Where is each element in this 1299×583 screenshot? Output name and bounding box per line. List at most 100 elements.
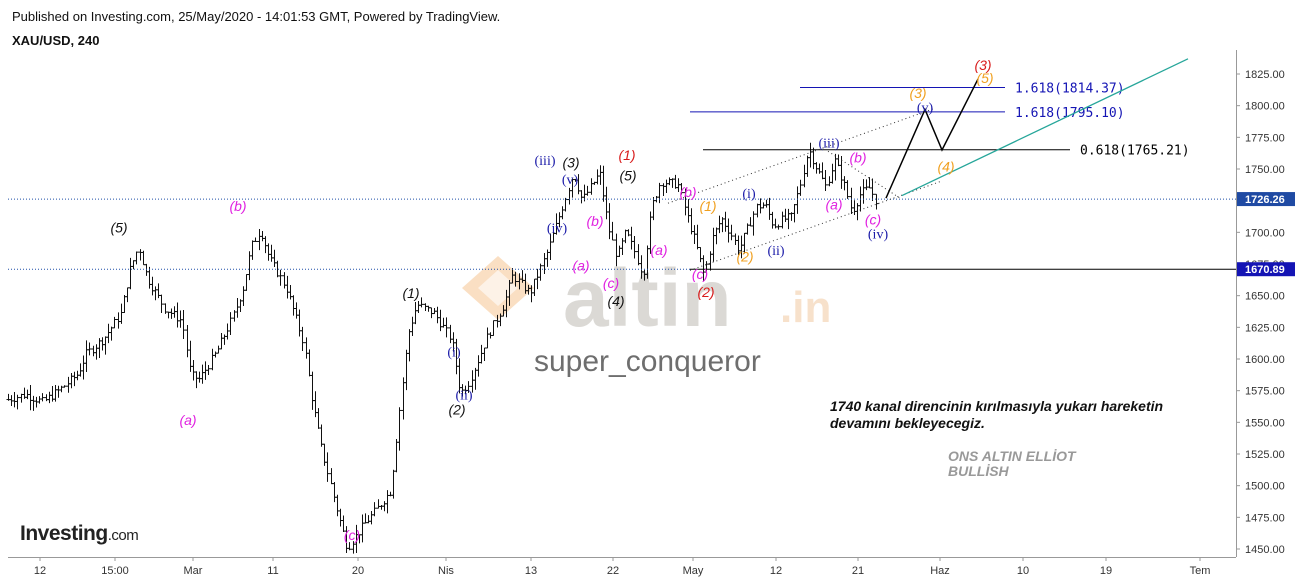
- candle: [808, 142, 813, 168]
- candle: [257, 229, 262, 251]
- wave-label: (3): [562, 155, 579, 171]
- support-price-tag: 1670.89: [1237, 262, 1295, 277]
- candle: [595, 169, 600, 185]
- candle: [316, 408, 321, 429]
- candle: [87, 342, 92, 356]
- wave-label: (b): [229, 198, 246, 214]
- candle: [657, 182, 662, 204]
- candle: [125, 287, 130, 303]
- wave-label: (iii): [535, 154, 556, 169]
- candle: [664, 179, 669, 194]
- y-tick-label: 1475.00: [1245, 512, 1285, 524]
- candle: [589, 178, 594, 195]
- candle: [250, 240, 255, 260]
- candle: [116, 312, 121, 329]
- candle: [69, 372, 74, 389]
- candle: [53, 385, 58, 402]
- candle: [783, 208, 788, 222]
- candle: [751, 211, 756, 236]
- candle: [686, 199, 691, 223]
- candle: [776, 224, 781, 230]
- candle: [363, 513, 368, 524]
- x-tick-label: 10: [1017, 565, 1029, 577]
- candle: [228, 312, 233, 335]
- candle: [482, 347, 487, 361]
- candle: [206, 365, 211, 376]
- candle: [714, 227, 719, 245]
- candle: [31, 395, 36, 411]
- wave-label: (c): [603, 275, 619, 291]
- candle: [661, 183, 666, 196]
- candle: [864, 179, 869, 191]
- x-tick-label: 12: [770, 565, 782, 577]
- tag-line-2: BULLİSH: [948, 463, 1010, 479]
- candle: [805, 155, 810, 177]
- x-tick-label: 21: [852, 565, 864, 577]
- candle: [269, 244, 274, 262]
- x-tick-label: 22: [607, 565, 619, 577]
- candle: [419, 297, 424, 308]
- candle: [122, 294, 127, 313]
- candle: [56, 385, 61, 398]
- candle: [548, 233, 553, 261]
- wave-labels: (5)(b)(a)(1)(i)(ii)(2)(c)(iii) (3)(v)(iv)…: [110, 57, 1163, 543]
- candle: [40, 393, 45, 402]
- candle: [607, 203, 612, 240]
- candle: [131, 260, 136, 270]
- candle: [798, 179, 803, 196]
- candle: [689, 208, 694, 235]
- candle: [366, 515, 371, 524]
- candle: [845, 180, 850, 199]
- x-tick-label: 13: [525, 565, 537, 577]
- candle: [802, 164, 807, 188]
- candle: [670, 178, 675, 188]
- candle: [535, 268, 540, 290]
- fib-level-label: 0.618(1765.21): [1080, 144, 1190, 159]
- candle: [119, 303, 124, 324]
- candle: [144, 263, 149, 276]
- candle: [407, 329, 412, 362]
- candle: [72, 371, 77, 387]
- y-tick-label: 1800.00: [1245, 101, 1285, 113]
- wave-label: (2): [697, 284, 714, 300]
- candle: [404, 349, 409, 391]
- wave-label: (c): [692, 266, 708, 282]
- candle: [833, 153, 838, 181]
- candle: [159, 294, 164, 314]
- wave-label: (v): [917, 101, 934, 116]
- wave-label: (ii): [767, 244, 784, 259]
- candle: [263, 236, 268, 254]
- wave-label: (4): [937, 159, 954, 175]
- candle: [786, 208, 791, 230]
- wave-label: (a): [650, 242, 667, 258]
- candle: [241, 286, 246, 307]
- wave-label: (4): [607, 293, 624, 309]
- candle: [266, 243, 271, 261]
- candle: [272, 249, 277, 268]
- candle: [610, 221, 615, 241]
- candle: [820, 162, 825, 180]
- wave-label: (b): [586, 213, 603, 229]
- wave-label: (b): [849, 150, 866, 166]
- candle: [861, 179, 866, 204]
- candle: [448, 324, 453, 344]
- candle: [780, 211, 785, 229]
- candle: [830, 163, 835, 184]
- y-tick-label: 1550.00: [1245, 417, 1285, 429]
- candle: [795, 186, 800, 214]
- candle: [479, 344, 484, 364]
- candle: [733, 233, 738, 245]
- candle: [842, 176, 847, 191]
- candle: [307, 349, 312, 377]
- watermark-author: super_conqueror: [534, 345, 761, 378]
- comment-line-2: devamını bekleyecegiz.: [830, 415, 985, 431]
- candle: [704, 261, 709, 274]
- candle: [413, 301, 418, 325]
- candle: [188, 340, 193, 372]
- candle: [836, 154, 841, 167]
- x-tick-label: May: [683, 565, 704, 577]
- candle: [823, 169, 828, 191]
- candle: [604, 186, 609, 220]
- candle: [325, 452, 330, 482]
